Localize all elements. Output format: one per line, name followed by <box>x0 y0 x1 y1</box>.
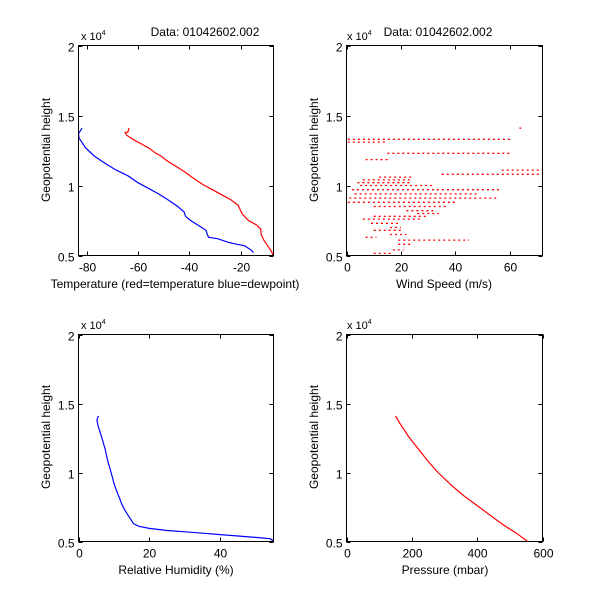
x-tick-label: 600 <box>533 547 553 561</box>
exponent-label: x 104 <box>347 319 372 332</box>
plot-title: Data: 01042602.002 <box>151 25 260 39</box>
y-axis-label: Geopotential height <box>39 384 53 489</box>
axes-frame <box>346 45 543 256</box>
plot-title: Data: 01042602.002 <box>384 25 493 39</box>
y-tick-label: 1 <box>336 181 343 195</box>
x-axis-label: Temperature (red=temperature blue=dewpoi… <box>51 277 300 291</box>
series-line-relative-humidity <box>96 415 274 542</box>
x-axis-label: Relative Humidity (%) <box>118 563 233 577</box>
x-tick-label: -20 <box>233 261 251 275</box>
x-tick-label: 20 <box>143 547 157 561</box>
exponent-label: x 104 <box>81 30 106 43</box>
y-tick-label: 1.5 <box>326 111 343 125</box>
exponent-base: x 10 <box>81 31 102 43</box>
x-tick-label: 0 <box>76 547 83 561</box>
x-tick-label: 400 <box>467 547 487 561</box>
x-tick-label: -40 <box>181 261 199 275</box>
y-tick-label: 0.5 <box>58 537 75 551</box>
x-tick-label: -60 <box>130 261 148 275</box>
exponent-base: x 10 <box>347 320 368 332</box>
exponent-base: x 10 <box>347 31 368 43</box>
exponent-power: 4 <box>102 319 106 326</box>
series-line-pressure <box>394 415 529 542</box>
y-axis-label: Geopotential height <box>307 97 321 202</box>
y-axis-label: Geopotential height <box>39 97 53 202</box>
y-tick-label: 0.5 <box>326 537 343 551</box>
y-axis-label: Geopotential height <box>307 384 321 489</box>
axes-frame <box>78 334 274 542</box>
y-tick-label: 0.5 <box>58 251 75 265</box>
series-line-dewpoint <box>77 127 254 254</box>
temperature-plot: Data: 01042602.002 x 104 Temperature (re… <box>39 25 299 291</box>
y-tick-label: 2 <box>336 41 343 55</box>
exponent-power: 4 <box>368 30 372 37</box>
y-tick-label: 1 <box>336 468 343 482</box>
x-tick-label: 40 <box>449 261 463 275</box>
y-tick-label: 0.5 <box>326 251 343 265</box>
y-tick-label: 2 <box>68 330 75 344</box>
y-tick-label: 2 <box>336 330 343 344</box>
x-tick-label: 20 <box>395 261 409 275</box>
x-axis-label: Pressure (mbar) <box>402 563 489 577</box>
x-tick-label: 60 <box>504 261 518 275</box>
pressure-plot: x 104 Pressure (mbar) Geopotential heigh… <box>307 319 554 577</box>
y-tick-label: 1 <box>68 468 75 482</box>
exponent-power: 4 <box>368 319 372 326</box>
x-axis-label: Wind Speed (m/s) <box>396 277 492 291</box>
axes-frame <box>346 334 543 542</box>
y-tick-label: 1.5 <box>326 399 343 413</box>
exponent-label: x 104 <box>347 30 372 43</box>
x-tick-label: 40 <box>214 547 228 561</box>
axes-frame <box>78 45 274 256</box>
wind-speed-plot: Data: 01042602.002 x 104 Wind Speed (m/s… <box>307 25 543 291</box>
relative-humidity-plot: x 104 Relative Humidity (%) Geopotential… <box>39 319 274 577</box>
y-tick-label: 1 <box>68 181 75 195</box>
x-tick-label: 0 <box>344 547 351 561</box>
x-tick-label: 0 <box>344 261 351 275</box>
x-tick-label: 200 <box>402 547 422 561</box>
y-tick-label: 1.5 <box>58 111 75 125</box>
exponent-power: 4 <box>102 30 106 37</box>
exponent-label: x 104 <box>81 319 106 332</box>
y-tick-label: 1.5 <box>58 399 75 413</box>
exponent-base: x 10 <box>81 320 102 332</box>
x-tick-label: -80 <box>79 261 97 275</box>
series-line-temperature <box>124 127 274 256</box>
y-tick-label: 2 <box>68 41 75 55</box>
